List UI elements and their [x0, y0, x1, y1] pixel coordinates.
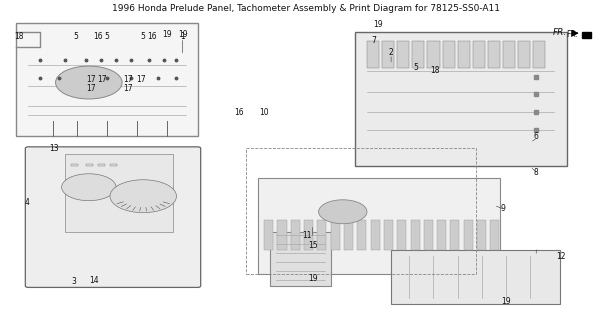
- Text: 3: 3: [71, 277, 76, 286]
- Bar: [382, 41, 394, 68]
- Text: 18: 18: [430, 66, 440, 75]
- Bar: [411, 220, 419, 250]
- Bar: [110, 164, 117, 166]
- Bar: [367, 41, 379, 68]
- Bar: [355, 32, 566, 166]
- Bar: [270, 232, 330, 286]
- Text: 19: 19: [373, 20, 383, 29]
- Bar: [384, 220, 393, 250]
- Bar: [477, 220, 486, 250]
- Text: FR.: FR.: [552, 28, 566, 37]
- Bar: [451, 220, 460, 250]
- Text: 5: 5: [413, 63, 418, 72]
- Bar: [427, 41, 440, 68]
- Text: 1: 1: [180, 32, 185, 41]
- Circle shape: [56, 66, 122, 99]
- Bar: [371, 220, 379, 250]
- Bar: [70, 164, 78, 166]
- Text: 17: 17: [123, 84, 133, 93]
- Bar: [397, 41, 409, 68]
- Bar: [533, 41, 546, 68]
- Text: 17: 17: [97, 75, 107, 84]
- Text: 19: 19: [162, 30, 172, 39]
- Bar: [86, 164, 93, 166]
- Bar: [344, 220, 353, 250]
- Bar: [258, 178, 500, 274]
- Bar: [473, 41, 485, 68]
- Text: 5: 5: [105, 32, 109, 41]
- Bar: [64, 154, 173, 232]
- Text: 19: 19: [308, 274, 318, 283]
- Bar: [397, 220, 406, 250]
- Bar: [330, 220, 340, 250]
- Bar: [424, 220, 433, 250]
- Text: 4: 4: [25, 198, 29, 207]
- Bar: [357, 220, 367, 250]
- Bar: [246, 148, 476, 274]
- Bar: [291, 220, 300, 250]
- Text: 6: 6: [534, 132, 539, 141]
- Text: 17: 17: [86, 84, 96, 93]
- Text: 14: 14: [89, 276, 99, 285]
- Text: 15: 15: [308, 241, 318, 250]
- Bar: [17, 23, 197, 136]
- Text: 17: 17: [136, 75, 146, 84]
- Bar: [304, 220, 313, 250]
- Text: 10: 10: [259, 108, 269, 117]
- Polygon shape: [582, 32, 591, 38]
- Bar: [98, 164, 105, 166]
- Circle shape: [62, 174, 116, 201]
- Circle shape: [110, 180, 177, 212]
- Bar: [391, 250, 560, 304]
- Text: 7: 7: [372, 36, 376, 45]
- Text: 13: 13: [49, 144, 59, 153]
- Text: 5: 5: [141, 32, 146, 41]
- Bar: [463, 220, 473, 250]
- Text: 11: 11: [302, 231, 311, 240]
- Text: 5: 5: [73, 32, 78, 41]
- FancyBboxPatch shape: [25, 147, 200, 287]
- Bar: [318, 220, 327, 250]
- Title: 1996 Honda Prelude Panel, Tachometer Assembly & Print Diagram for 78125-SS0-A11: 1996 Honda Prelude Panel, Tachometer Ass…: [113, 4, 500, 13]
- Bar: [413, 41, 424, 68]
- Bar: [437, 220, 446, 250]
- Circle shape: [319, 200, 367, 224]
- Text: 9: 9: [501, 204, 506, 213]
- Bar: [503, 41, 515, 68]
- Text: 12: 12: [556, 252, 565, 260]
- Bar: [488, 41, 500, 68]
- Bar: [264, 220, 273, 250]
- Bar: [518, 41, 530, 68]
- Text: 17: 17: [86, 75, 96, 84]
- Bar: [278, 220, 286, 250]
- Text: 8: 8: [534, 168, 539, 177]
- Text: 17: 17: [123, 75, 133, 84]
- Bar: [443, 41, 455, 68]
- Text: FR.: FR.: [566, 30, 579, 39]
- Bar: [490, 220, 500, 250]
- Text: 18: 18: [15, 32, 24, 41]
- Text: 16: 16: [234, 108, 243, 117]
- Text: 19: 19: [178, 30, 188, 39]
- Text: 16: 16: [93, 32, 103, 41]
- Text: 2: 2: [389, 48, 394, 57]
- Text: 16: 16: [148, 32, 157, 41]
- Text: 19: 19: [501, 297, 511, 306]
- Bar: [458, 41, 470, 68]
